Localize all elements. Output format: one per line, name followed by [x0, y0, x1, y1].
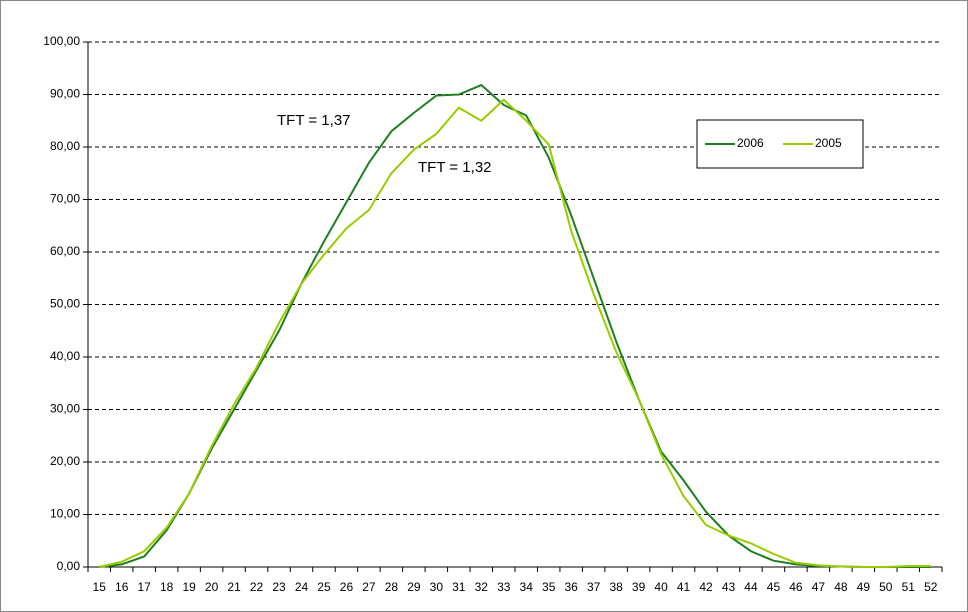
- y-tick-label: 60,00: [50, 244, 80, 258]
- x-tick-label: 44: [744, 580, 758, 594]
- x-tick-label: 29: [407, 580, 421, 594]
- x-tick-label: 30: [430, 580, 444, 594]
- x-tick-label: 27: [362, 580, 376, 594]
- x-tick-label: 45: [767, 580, 781, 594]
- x-tick-label: 22: [250, 580, 264, 594]
- x-tick-label: 50: [879, 580, 893, 594]
- y-tick-label: 0,00: [57, 559, 81, 573]
- x-tick-label: 49: [857, 580, 871, 594]
- x-tick-label: 15: [93, 580, 107, 594]
- y-tick-label: 50,00: [50, 297, 80, 311]
- y-tick-label: 30,00: [50, 402, 80, 416]
- x-tick-label: 37: [587, 580, 601, 594]
- x-tick-label: 16: [115, 580, 129, 594]
- x-tick-label: 48: [834, 580, 848, 594]
- x-tick-label: 24: [295, 580, 309, 594]
- x-tick-label: 38: [609, 580, 623, 594]
- x-tick-label: 51: [902, 580, 916, 594]
- x-tick-label: 52: [924, 580, 938, 594]
- y-tick-label: 90,00: [50, 87, 80, 101]
- legend-label: 2006: [737, 136, 764, 150]
- x-tick-label: 32: [475, 580, 489, 594]
- x-tick-label: 28: [385, 580, 399, 594]
- x-tick-label: 21: [227, 580, 241, 594]
- x-tick-label: 43: [722, 580, 736, 594]
- x-tick-label: 18: [160, 580, 174, 594]
- x-tick-label: 41: [677, 580, 691, 594]
- x-tick-label: 25: [317, 580, 331, 594]
- y-tick-label: 40,00: [50, 349, 80, 363]
- x-tick-label: 47: [812, 580, 826, 594]
- y-tick-label: 100,00: [43, 34, 80, 48]
- annotation: TFT = 1,37: [277, 112, 351, 129]
- x-tick-label: 40: [654, 580, 668, 594]
- series-line: [99, 98, 931, 568]
- x-tick-label: 23: [272, 580, 286, 594]
- legend-label: 2005: [815, 136, 842, 150]
- x-tick-label: 36: [565, 580, 579, 594]
- x-tick-label: 33: [497, 580, 511, 594]
- x-tick-label: 35: [542, 580, 556, 594]
- y-tick-label: 70,00: [50, 192, 80, 206]
- x-tick-label: 20: [205, 580, 219, 594]
- x-tick-label: 19: [182, 580, 196, 594]
- x-tick-label: 26: [340, 580, 354, 594]
- x-tick-label: 34: [520, 580, 534, 594]
- y-tick-label: 80,00: [50, 139, 80, 153]
- x-tick-label: 42: [699, 580, 713, 594]
- x-tick-label: 39: [632, 580, 646, 594]
- y-tick-label: 20,00: [50, 454, 80, 468]
- x-tick-label: 46: [789, 580, 803, 594]
- y-tick-label: 10,00: [50, 507, 80, 521]
- x-tick-label: 17: [138, 580, 152, 594]
- x-tick-label: 31: [452, 580, 466, 594]
- annotation: TFT = 1,32: [418, 159, 492, 176]
